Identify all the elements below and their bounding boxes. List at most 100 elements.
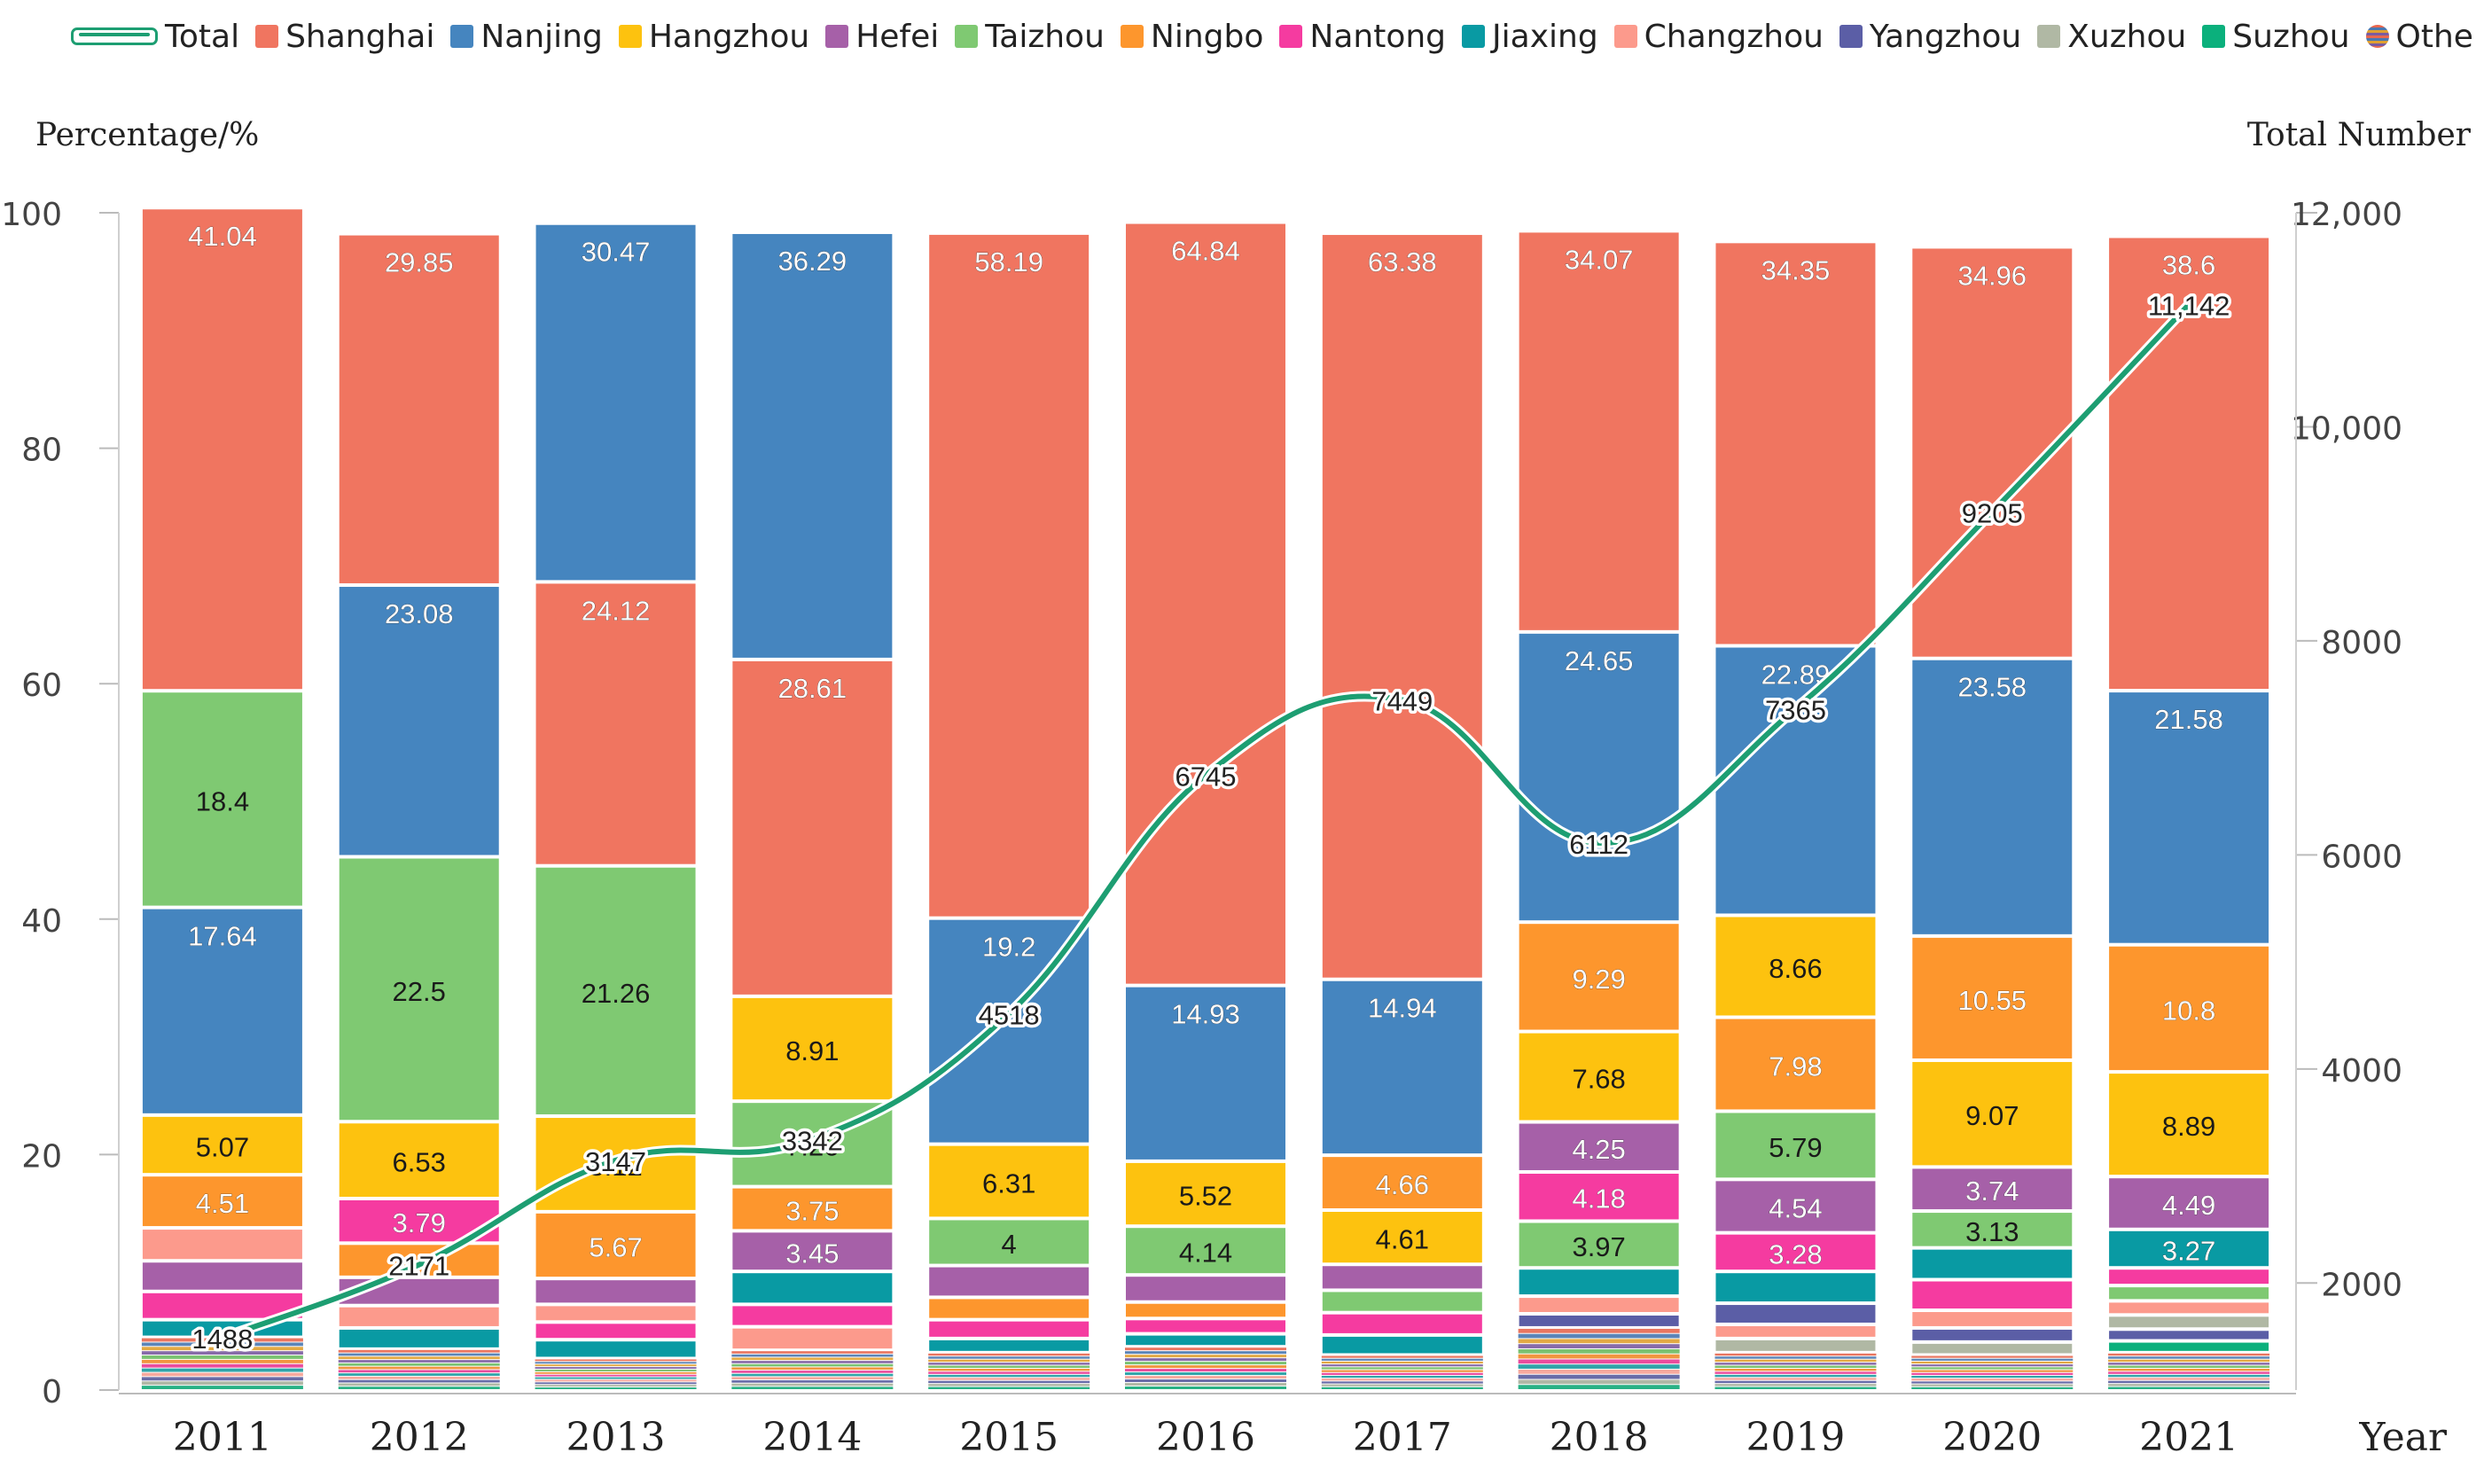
legend-swatch-nanjing — [450, 25, 474, 48]
x-tick-label: 2019 — [1746, 1415, 1845, 1460]
bar-segment-nantong — [534, 1322, 698, 1340]
left-tick-label: 80 — [21, 433, 62, 469]
bar-segment-others — [338, 1356, 500, 1360]
bar-segment-shanghai — [1517, 230, 1681, 632]
bar-segment-yangzhou — [2107, 1329, 2271, 1341]
bar-segment-others — [1911, 1355, 2074, 1358]
bar-data-label: 64.84 — [1171, 236, 1240, 267]
bar-segment-others — [1714, 1380, 1877, 1384]
legend-label: Nanjing — [480, 18, 603, 55]
bar-data-label: 5.52 — [1179, 1181, 1232, 1212]
x-tick-label: 2015 — [959, 1415, 1058, 1460]
bar-data-label: 9.29 — [1572, 964, 1625, 995]
bar-segment-others — [338, 1376, 500, 1379]
bar-segment-others — [1125, 1372, 1286, 1376]
bar-segment-shanghai — [1714, 241, 1878, 646]
bar-segment-changzhou — [534, 1304, 698, 1323]
bar-data-label: 4 — [1002, 1229, 1017, 1260]
bar-data-label: 4.14 — [1179, 1238, 1232, 1269]
bar-segment-shanghai — [1124, 222, 1287, 986]
bar-segment-others — [1714, 1353, 1877, 1356]
bar-segment-others — [141, 1381, 303, 1386]
bar-segment-hefei — [1910, 1167, 2074, 1212]
bar-segment-others — [1321, 1370, 1483, 1372]
bar-segment-others — [141, 1368, 303, 1372]
bar-segment-jiaxing — [1714, 1271, 1878, 1304]
right-tick-label: 12,000 — [2291, 197, 2402, 233]
bar-segment-others — [2108, 1371, 2270, 1374]
bar-segment-ningbo — [1910, 935, 2074, 1060]
total-point-label: 11,142 — [2148, 291, 2230, 322]
x-tick-label: 2013 — [566, 1415, 666, 1460]
bar-segment-nanjing — [1124, 985, 1287, 1161]
bar-segment-changzhou — [140, 1228, 304, 1261]
legend-label: Yangzhou — [1869, 18, 2022, 55]
bar-data-label: 3.74 — [1965, 1175, 2019, 1207]
bar-segment-others — [1714, 1384, 1877, 1386]
total-point-label: 1488 — [191, 1324, 253, 1355]
legend-label: Hangzhou — [648, 18, 810, 55]
bar-segment-others — [338, 1373, 500, 1376]
bar-data-label: 14.94 — [1368, 993, 1437, 1024]
bar-segment-nanjing — [1910, 658, 2074, 936]
bar-segment-others — [928, 1365, 1090, 1368]
bar-data-label: 58.19 — [974, 246, 1043, 277]
legend-label: Changzhou — [1644, 18, 1824, 55]
bar-segment-jiaxing — [337, 1327, 501, 1349]
bar-segment-others — [1911, 1379, 2074, 1381]
bar-segment-taizhou — [1714, 1111, 1878, 1180]
bar-data-label: 7.98 — [1769, 1051, 1822, 1082]
bar-data-label: 3.79 — [393, 1207, 446, 1238]
bar-segment-jiaxing — [2107, 1229, 2271, 1269]
bar-data-label: 22.5 — [393, 976, 446, 1007]
bar-segment-others — [1321, 1375, 1483, 1379]
bar-segment-hangzhou — [1517, 1031, 1681, 1122]
bar-segment-others — [2108, 1386, 2270, 1389]
bar-segment-hefei — [1124, 1275, 1287, 1302]
bar-segment-others — [1911, 1361, 2074, 1364]
bar-segment-others — [141, 1347, 303, 1351]
bar-data-label: 8.66 — [1769, 953, 1822, 984]
bar-segment-others — [1714, 1374, 1877, 1378]
legend-item-yangzhou: Yangzhou — [1839, 19, 2021, 55]
bar-segment-others — [731, 1367, 894, 1371]
bar-segment-others — [1911, 1386, 2074, 1389]
bar-segment-others — [1125, 1358, 1286, 1362]
legend-swatch-xuzhou — [2037, 25, 2061, 48]
bar-data-label: 28.61 — [778, 673, 847, 704]
legend-item-jiaxing: Jiaxing — [1462, 19, 1598, 55]
bar-segment-others — [928, 1356, 1090, 1359]
bar-data-label: 4.61 — [1376, 1224, 1429, 1255]
bar-segment-others — [535, 1371, 697, 1374]
bar-data-label: 23.08 — [385, 598, 454, 629]
legend-swatch-taizhou — [955, 25, 979, 48]
bar-segment-others — [1714, 1386, 1877, 1389]
bar-segment-others — [1714, 1368, 1877, 1371]
bar-segment-others — [1321, 1386, 1483, 1389]
bar-segment-yangzhou — [1714, 1303, 1878, 1324]
bar-data-label: 34.96 — [1957, 260, 2027, 291]
bar-segment-others — [535, 1369, 697, 1371]
bar-segment-others — [2108, 1374, 2270, 1378]
bar-segment-others — [928, 1386, 1090, 1389]
bar-segment-others — [338, 1366, 500, 1370]
bar-data-label: 38.6 — [2162, 249, 2215, 280]
bar-segment-ningbo — [1714, 1017, 1878, 1112]
bar-data-label: 18.4 — [196, 785, 249, 816]
bar-segment-others — [1911, 1358, 2074, 1361]
bar-segment-others — [1125, 1362, 1286, 1365]
legend: Total Shanghai Nanjing Hangzhou Hefei Taizhou… — [71, 12, 2476, 60]
bar-segment-others — [1714, 1363, 1877, 1365]
bar-segment-ningbo — [927, 1297, 1091, 1320]
bar-data-label: 10.8 — [2162, 995, 2215, 1026]
bar-segment-others — [535, 1377, 697, 1379]
bar-segment-xuzhou — [2107, 1315, 2271, 1330]
bar-segment-hangzhou — [140, 1114, 304, 1175]
bar-data-label: 4.18 — [1572, 1183, 1625, 1215]
bar-data-label: 63.38 — [1368, 246, 1437, 277]
bar-segment-others — [1321, 1381, 1483, 1384]
bar-segment-others — [1518, 1374, 1680, 1379]
bar-segment-others — [731, 1377, 894, 1380]
bar-segment-others — [1714, 1371, 1877, 1374]
bar-segment-others — [535, 1382, 697, 1385]
